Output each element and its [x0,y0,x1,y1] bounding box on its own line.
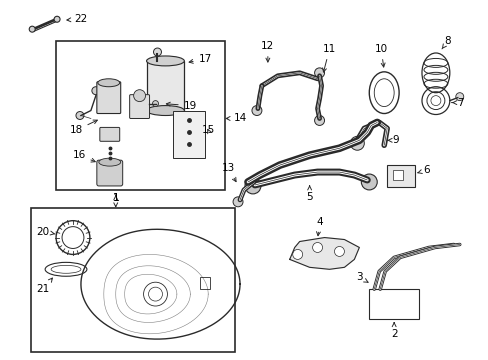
Text: 10: 10 [374,44,387,67]
Text: 5: 5 [305,186,312,202]
Ellipse shape [146,56,184,66]
Circle shape [54,16,60,22]
Circle shape [455,93,463,100]
Circle shape [292,249,302,260]
Text: 22: 22 [67,14,87,24]
Circle shape [76,112,84,120]
Bar [200,277,210,289]
Bar [56,41,224,190]
Text: 17: 17 [189,54,211,64]
Text: 6: 6 [417,165,429,175]
Circle shape [314,116,324,125]
Circle shape [92,87,100,95]
Text: 12: 12 [261,41,274,62]
FancyBboxPatch shape [97,160,122,186]
Circle shape [314,68,324,78]
Text: 4: 4 [316,217,322,236]
Bar [146,61,184,111]
Circle shape [350,136,364,150]
FancyBboxPatch shape [129,95,149,118]
Text: 20: 20 [37,226,55,237]
Text: 13: 13 [221,163,236,182]
Text: 18: 18 [69,120,97,135]
Text: 15: 15 [201,125,214,135]
Circle shape [334,247,344,256]
Bar [31,208,235,352]
FancyBboxPatch shape [100,127,120,141]
Text: 8: 8 [441,36,450,49]
Circle shape [312,243,322,252]
Text: 1: 1 [112,193,119,203]
Text: 3: 3 [355,272,367,282]
Text: 11: 11 [322,44,335,72]
Text: 16: 16 [72,150,95,162]
Circle shape [361,174,376,190]
Text: 2: 2 [390,323,397,339]
Text: 7: 7 [451,98,463,108]
Circle shape [29,26,35,32]
Text: 14: 14 [226,113,246,123]
Circle shape [251,105,262,116]
Circle shape [152,100,158,107]
Ellipse shape [99,158,121,166]
FancyBboxPatch shape [97,82,121,113]
Circle shape [133,90,145,102]
Circle shape [233,197,243,207]
Ellipse shape [98,79,120,87]
Bar [368,289,418,319]
Text: 9: 9 [386,135,399,145]
Ellipse shape [146,105,184,116]
Text: 19: 19 [166,100,197,111]
Circle shape [153,48,161,56]
Circle shape [244,178,261,194]
Bar [386,165,414,187]
Text: 21: 21 [37,278,52,294]
Bar [173,111,205,158]
Text: 1: 1 [112,193,119,207]
Polygon shape [289,238,359,269]
Bar [392,170,402,180]
